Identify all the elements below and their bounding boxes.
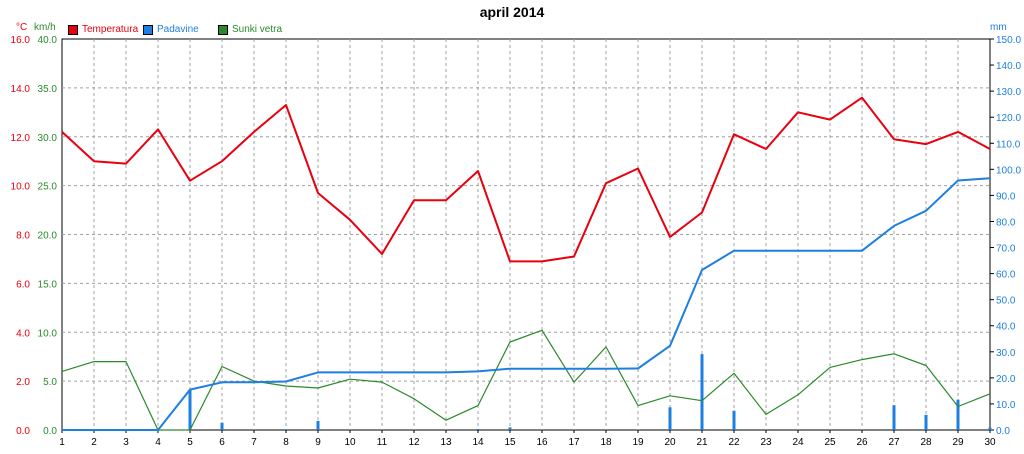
x-tick-label: 15 [504, 437, 516, 448]
wind-tick-label: 15.0 [38, 279, 58, 290]
temp-tick-label: 8.0 [16, 231, 30, 242]
daily-rain-bar [285, 429, 288, 430]
wind-tick-label: 35.0 [38, 84, 58, 95]
daily-rain-bar [221, 423, 224, 430]
rain-tick-label: 60.0 [996, 270, 1016, 281]
x-tick-label: 1 [59, 437, 65, 448]
rain-tick-label: 100.0 [996, 165, 1021, 176]
rain-tick-label: 140.0 [996, 61, 1021, 72]
x-tick-label: 28 [920, 437, 932, 448]
rain-tick-label: 90.0 [996, 191, 1016, 202]
x-tick-label: 25 [824, 437, 836, 448]
rain-tick-label: 0.0 [996, 426, 1010, 437]
rain-tick-label: 40.0 [996, 322, 1016, 333]
daily-rain-bar [477, 429, 480, 430]
x-tick-label: 6 [219, 437, 225, 448]
daily-rain-bar [733, 411, 736, 430]
temp-tick-label: 10.0 [11, 182, 31, 193]
x-tick-label: 2 [91, 437, 97, 448]
daily-rain-bar [189, 390, 192, 430]
temp-tick-label: 16.0 [11, 35, 31, 46]
x-tick-label: 29 [952, 437, 964, 448]
x-tick-label: 16 [536, 437, 548, 448]
daily-rain-bar [701, 354, 704, 430]
wind-tick-label: 10.0 [38, 328, 58, 339]
temp-tick-label: 4.0 [16, 328, 30, 339]
daily-rain-bar [925, 415, 928, 430]
x-tick-label: 24 [792, 437, 804, 448]
temp-tick-label: 0.0 [16, 426, 30, 437]
wind-tick-label: 5.0 [43, 377, 57, 388]
x-tick-label: 14 [472, 437, 484, 448]
rain-tick-label: 30.0 [996, 348, 1016, 359]
x-tick-label: 27 [888, 437, 900, 448]
x-tick-label: 3 [123, 437, 129, 448]
rain-tick-label: 120.0 [996, 113, 1021, 124]
x-tick-label: 22 [728, 437, 740, 448]
rain-tick-label: 130.0 [996, 87, 1021, 98]
daily-rain-bar [669, 407, 672, 430]
x-tick-label: 18 [600, 437, 612, 448]
x-tick-label: 21 [696, 437, 708, 448]
x-tick-label: 9 [315, 437, 321, 448]
rain-tick-label: 80.0 [996, 217, 1016, 228]
daily-rain-bar [893, 405, 896, 430]
rain-tick-label: 50.0 [996, 296, 1016, 307]
x-tick-label: 8 [283, 437, 289, 448]
temp-tick-label: 2.0 [16, 377, 30, 388]
x-tick-label: 17 [568, 437, 580, 448]
wind-tick-label: 0.0 [43, 426, 57, 437]
x-tick-label: 5 [187, 437, 193, 448]
temp-tick-label: 12.0 [11, 133, 31, 144]
x-tick-label: 26 [856, 437, 868, 448]
x-tick-label: 11 [377, 437, 388, 448]
daily-rain-bar [317, 421, 320, 430]
rain-tick-label: 10.0 [996, 400, 1016, 411]
temp-tick-label: 14.0 [11, 84, 31, 95]
x-tick-label: 7 [251, 437, 257, 448]
temp-tick-label: 6.0 [16, 279, 30, 290]
x-tick-label: 10 [344, 437, 356, 448]
rain-tick-label: 110.0 [996, 139, 1021, 150]
x-tick-label: 12 [408, 437, 420, 448]
x-tick-label: 13 [440, 437, 452, 448]
daily-rain-bar [509, 427, 512, 430]
wind-tick-label: 20.0 [38, 231, 58, 242]
rain-tick-label: 70.0 [996, 244, 1016, 255]
x-tick-label: 30 [984, 437, 996, 448]
x-tick-label: 4 [155, 437, 161, 448]
x-tick-label: 20 [664, 437, 676, 448]
wind-tick-label: 25.0 [38, 182, 58, 193]
wind-tick-label: 30.0 [38, 133, 58, 144]
x-tick-label: 19 [632, 437, 644, 448]
wind-tick-label: 40.0 [38, 35, 58, 46]
rain-tick-label: 20.0 [996, 374, 1016, 385]
daily-rain-bar [989, 428, 992, 430]
rain-tick-label: 150.0 [996, 35, 1021, 46]
x-tick-label: 23 [760, 437, 772, 448]
